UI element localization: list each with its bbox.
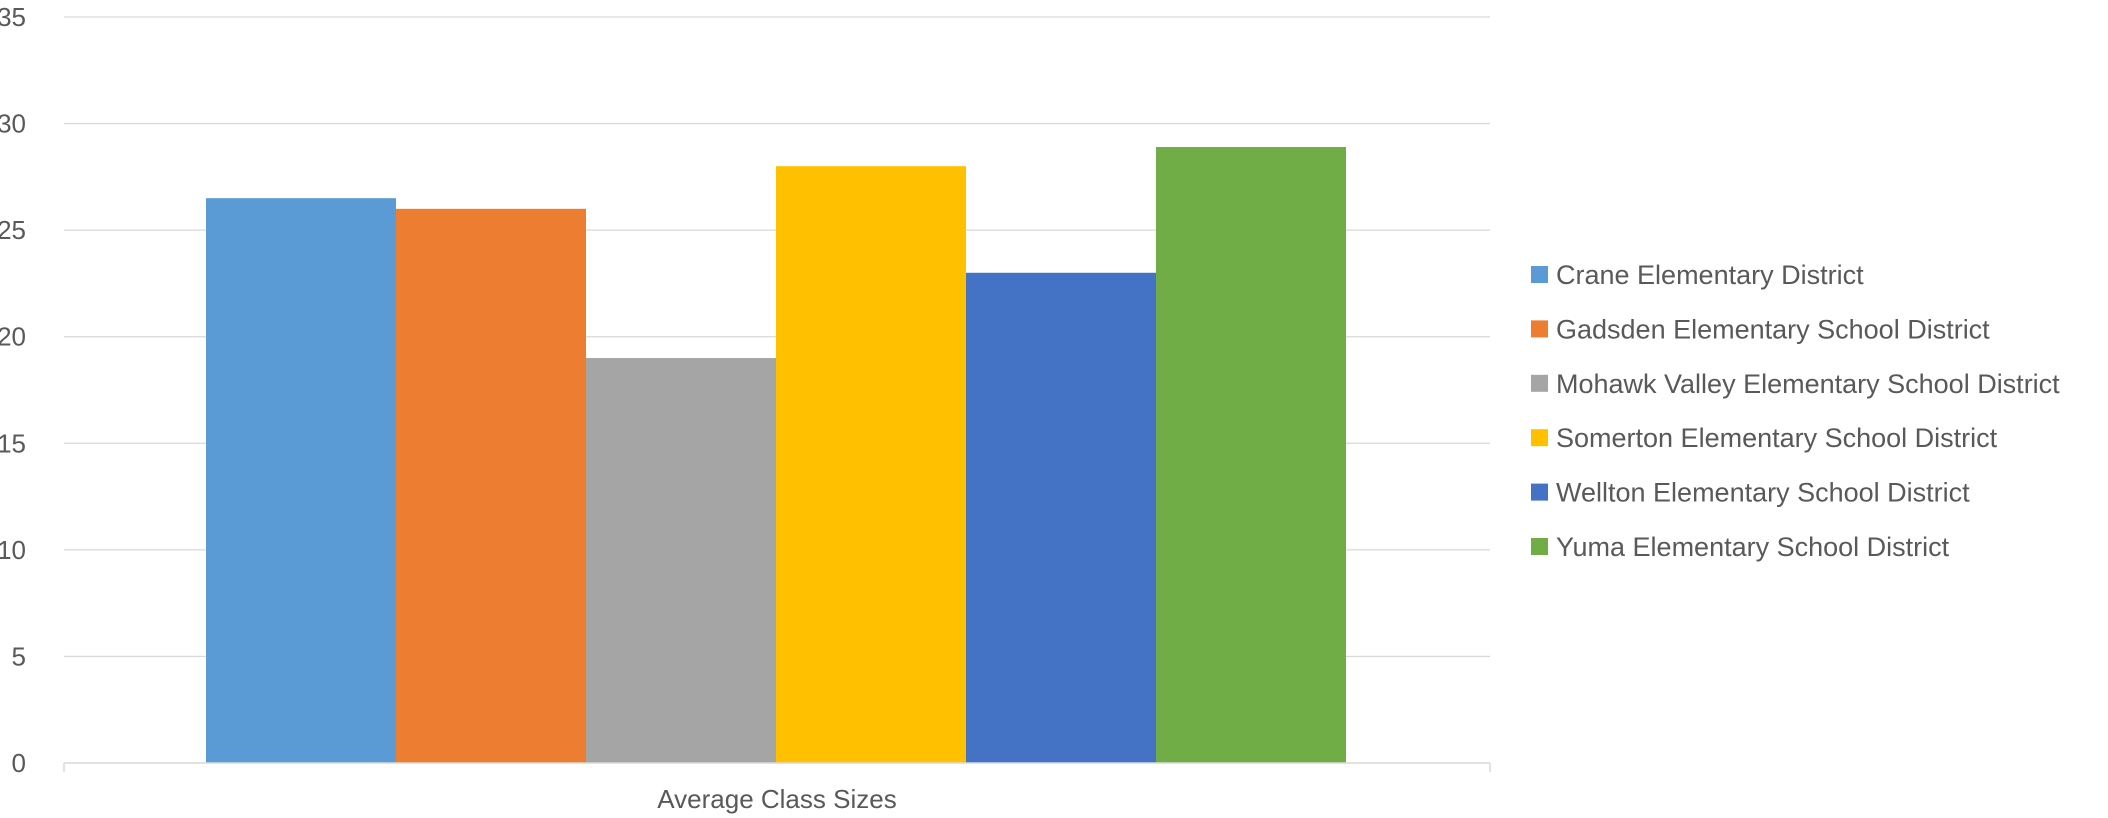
y-tick-label: 30	[0, 109, 26, 139]
y-tick-label: 25	[0, 215, 26, 245]
y-tick-label: 5	[12, 641, 26, 671]
legend-item: Wellton Elementary School District	[1531, 478, 1970, 508]
legend-item: Gadsden Elementary School District	[1531, 314, 1990, 344]
y-tick-label: 15	[0, 428, 26, 458]
y-tick-label: 20	[0, 322, 26, 352]
bar-gadsden-elementary-school-district	[396, 208, 586, 764]
legend-label: Somerton Elementary School District	[1556, 423, 1998, 453]
legend: Crane Elementary District Gadsden Element…	[1531, 260, 2060, 562]
x-axis-category-labels: Average Class Sizes	[657, 784, 896, 814]
legend-swatch	[1531, 483, 1548, 501]
legend-swatch	[1531, 320, 1548, 338]
legend-label: Wellton Elementary School District	[1556, 478, 1970, 508]
bar-mohawk-valley-elementary-school-district	[586, 358, 776, 763]
y-tick-label: 35	[0, 2, 26, 32]
y-axis-ticks: 0 5 10 15 20 25 30 35	[0, 2, 26, 778]
bars	[206, 147, 1346, 764]
bar-crane-elementary-district	[206, 198, 396, 763]
y-tick-label: 0	[12, 748, 26, 778]
x-axis	[63, 762, 1491, 772]
legend-label: Crane Elementary District	[1556, 260, 1864, 290]
bar-yuma-elementary-school-district	[1156, 147, 1346, 763]
bar-wellton-elementary-school-district	[966, 272, 1156, 763]
bar-somerton-elementary-school-district	[776, 166, 966, 763]
legend-swatch	[1531, 429, 1548, 447]
legend-swatch	[1531, 538, 1548, 555]
legend-label: Gadsden Elementary School District	[1556, 314, 1990, 344]
x-category-label: Average Class Sizes	[657, 784, 896, 814]
legend-label: Yuma Elementary School District	[1556, 532, 1950, 562]
legend-item: Somerton Elementary School District	[1531, 423, 1998, 453]
legend-swatch	[1531, 374, 1548, 392]
legend-item: Yuma Elementary School District	[1531, 532, 1950, 562]
legend-item: Mohawk Valley Elementary School District	[1531, 369, 2060, 399]
legend-item: Crane Elementary District	[1531, 260, 1864, 290]
y-tick-label: 10	[0, 535, 26, 565]
legend-swatch	[1531, 266, 1548, 283]
legend-label: Mohawk Valley Elementary School District	[1556, 369, 2060, 399]
